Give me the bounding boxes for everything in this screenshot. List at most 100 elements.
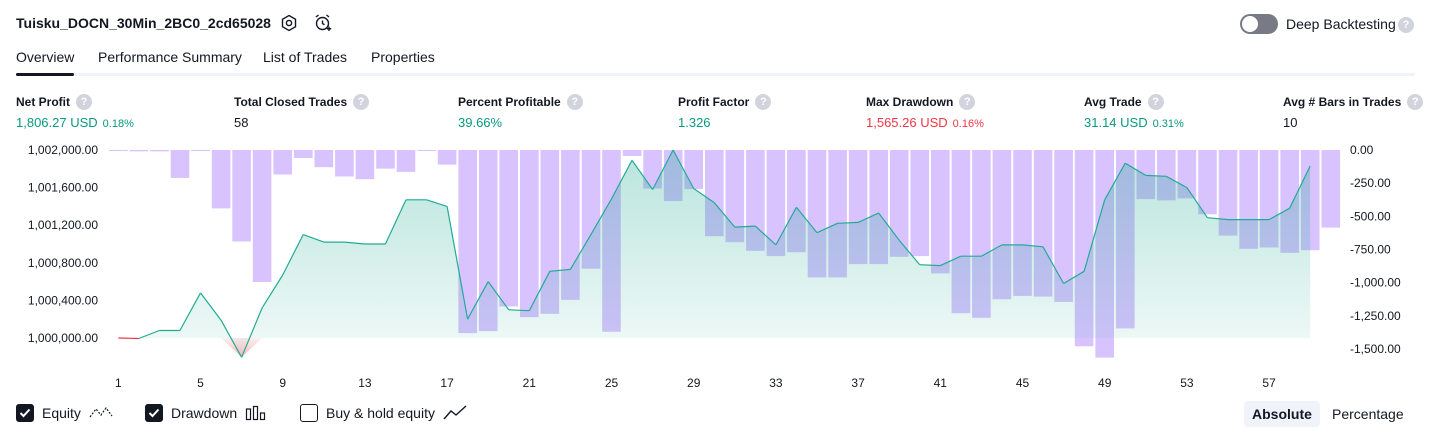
equity-drawdown-chart[interactable]: 1,002,000.00 1,001,600.00 1,001,200.00 1,00… bbox=[0, 136, 1431, 388]
drawdown-tick-label: -750.00 bbox=[1350, 243, 1391, 257]
equity-line-segment bbox=[1145, 174, 1167, 177]
equity-line-segment bbox=[1083, 199, 1106, 272]
absolute-button[interactable]: Absolute bbox=[1244, 401, 1320, 427]
info-icon[interactable]: ? bbox=[755, 94, 772, 110]
x-tick-label: 17 bbox=[440, 376, 454, 388]
stat-value: 31.14 USD bbox=[1084, 115, 1148, 130]
equity-tick-label: 1,002,000.00 bbox=[28, 143, 98, 157]
buy-hold-label: Buy & hold equity bbox=[326, 405, 435, 421]
stat-label: Total Closed Trades bbox=[234, 95, 348, 109]
stat-max-drawdown: Max Drawdown? 1,565.26 USD 0.16% bbox=[866, 94, 984, 130]
stat-profit-factor: Profit Factor? 1.326 bbox=[678, 94, 772, 130]
drawdown-label: Drawdown bbox=[171, 405, 238, 421]
info-icon[interactable]: ? bbox=[1147, 94, 1164, 110]
equity-tick-label: 1,001,600.00 bbox=[28, 181, 98, 195]
tab-list-of-trades[interactable]: List of Trades bbox=[263, 49, 348, 65]
drawdown-bar bbox=[889, 150, 909, 257]
equity-line-segment bbox=[467, 281, 489, 320]
equity-area bbox=[118, 150, 1311, 358]
stat-value: 39.66% bbox=[458, 115, 503, 130]
equity-line-segment bbox=[241, 307, 263, 358]
legend-buy-hold[interactable]: Buy & hold equity bbox=[300, 404, 467, 422]
stat-total-closed-trades: Total Closed Trades? 58 bbox=[234, 94, 370, 130]
stat-value: 58 bbox=[234, 115, 249, 130]
equity-y-axis: 1,002,000.00 1,001,600.00 1,001,200.00 1,00… bbox=[28, 143, 98, 345]
equity-line-segment bbox=[344, 241, 365, 245]
stat-value: 1.326 bbox=[678, 115, 711, 130]
trend-line-icon bbox=[443, 405, 467, 420]
stat-percent: 0.18% bbox=[102, 118, 134, 130]
add-alert-icon[interactable] bbox=[312, 12, 334, 34]
drawdown-tick-label: -1,000.00 bbox=[1350, 276, 1401, 290]
drawdown-bar bbox=[211, 150, 231, 209]
equity-line-segment bbox=[734, 225, 756, 228]
x-tick-label: 57 bbox=[1262, 376, 1276, 388]
drawdown-bar bbox=[273, 150, 292, 175]
equity-line-segment bbox=[487, 281, 510, 311]
equity-line-segment bbox=[220, 319, 243, 358]
deep-backtesting-toggle[interactable] bbox=[1240, 14, 1278, 34]
settings-icon[interactable] bbox=[278, 12, 300, 34]
drawdown-bar bbox=[191, 150, 210, 151]
tab-overview[interactable]: Overview bbox=[16, 49, 75, 76]
info-icon[interactable]: ? bbox=[1407, 94, 1424, 110]
drawdown-bar bbox=[417, 150, 436, 151]
drawdown-bar bbox=[499, 150, 518, 307]
equity-line-segment bbox=[302, 234, 325, 243]
drawdown-bar bbox=[725, 150, 745, 243]
equity-line-segment bbox=[652, 149, 674, 190]
x-tick-label: 13 bbox=[358, 376, 372, 388]
x-tick-label: 45 bbox=[1016, 376, 1030, 388]
drawdown-tick-label: -250.00 bbox=[1350, 176, 1391, 190]
equity-line-segment bbox=[282, 234, 304, 276]
info-icon[interactable]: ? bbox=[959, 94, 976, 110]
tab-performance-summary[interactable]: Performance Summary bbox=[98, 49, 242, 65]
drawdown-checkbox[interactable] bbox=[145, 404, 163, 422]
drawdown-bar bbox=[520, 150, 539, 318]
stat-label: Max Drawdown bbox=[866, 95, 954, 109]
equity-line-segment bbox=[1186, 187, 1208, 219]
equity-line-segment bbox=[446, 206, 469, 320]
equity-line-segment bbox=[878, 212, 900, 241]
drawdown-bar bbox=[1198, 150, 1217, 215]
equity-line-segment bbox=[1104, 162, 1126, 201]
equity-line-segment bbox=[1289, 165, 1311, 209]
equity-line-segment bbox=[919, 264, 941, 267]
drawdown-bar bbox=[294, 150, 313, 158]
info-icon[interactable]: ? bbox=[353, 94, 370, 110]
drawdown-bar bbox=[335, 150, 354, 177]
equity-line-segment bbox=[569, 234, 592, 270]
drawdown-bar bbox=[437, 150, 457, 165]
stat-avg-trade: Avg Trade? 31.14 USD 0.31% bbox=[1084, 94, 1184, 130]
strategy-name[interactable]: Tuisku_DOCN_30Min_2BC0_2cd65028 bbox=[16, 15, 271, 31]
drawdown-bar bbox=[150, 150, 169, 152]
equity-line-segment bbox=[837, 221, 859, 224]
drawdown-bar bbox=[766, 150, 786, 257]
help-icon[interactable]: ? bbox=[1398, 17, 1414, 33]
equity-line-segment bbox=[610, 160, 633, 200]
equity-line-segment bbox=[261, 274, 284, 309]
legend-equity[interactable]: Equity bbox=[16, 404, 113, 422]
equity-line-segment bbox=[631, 159, 654, 190]
legend-drawdown[interactable]: Drawdown bbox=[145, 404, 267, 422]
stat-percent: 0.16% bbox=[952, 118, 984, 130]
drawdown-bar bbox=[355, 150, 375, 180]
stat-percent: 0.31% bbox=[1152, 118, 1184, 130]
percentage-button[interactable]: Percentage bbox=[1332, 406, 1404, 422]
deep-backtesting-label: Deep Backtesting bbox=[1286, 16, 1396, 32]
equity-line-icon bbox=[89, 406, 113, 418]
equity-checkbox[interactable] bbox=[16, 404, 34, 422]
tab-properties[interactable]: Properties bbox=[371, 49, 435, 65]
info-icon[interactable]: ? bbox=[566, 94, 583, 110]
x-tick-label: 33 bbox=[769, 376, 783, 388]
x-tick-label: 1 bbox=[115, 376, 122, 388]
equity-line-segment bbox=[795, 206, 818, 234]
info-icon[interactable]: ? bbox=[76, 94, 92, 110]
drawdown-tick-label: -1,500.00 bbox=[1350, 342, 1401, 356]
drawdown-bar bbox=[232, 150, 251, 242]
x-tick-label: 29 bbox=[687, 376, 701, 388]
equity-line-segment bbox=[1166, 175, 1188, 189]
equity-line-segment bbox=[426, 199, 448, 207]
equity-line-segment bbox=[508, 309, 530, 312]
buy-hold-checkbox[interactable] bbox=[300, 404, 318, 422]
